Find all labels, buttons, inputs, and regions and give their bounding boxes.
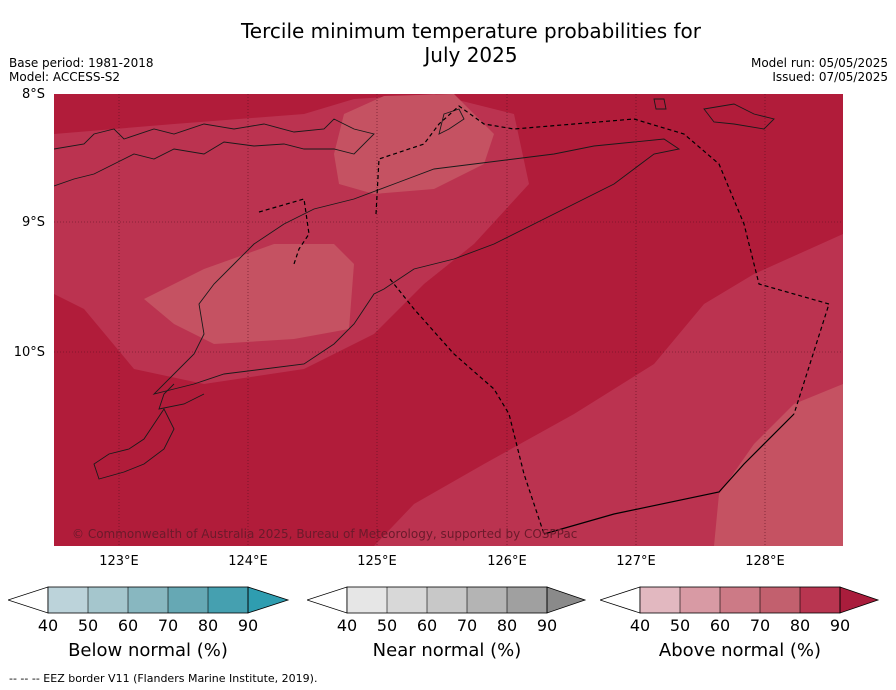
colorbar-below-normal (8, 586, 290, 614)
lon-label-126e: 126°E (487, 554, 527, 569)
cb-above-tick-90: 90 (829, 616, 851, 635)
colorbar-below-high-extend (247, 586, 290, 614)
eez-border (258, 105, 830, 535)
cb-near-tick-40: 40 (336, 616, 358, 635)
cb-near-tick-60: 60 (416, 616, 438, 635)
cb-above-tick-40: 40 (629, 616, 651, 635)
colorbar-above-bin-3 (720, 587, 760, 613)
cb-below-tick-90: 90 (237, 616, 259, 635)
coastlines (54, 98, 775, 480)
above-70-region-west (144, 244, 354, 344)
colorbar-above-low-extend (600, 586, 641, 614)
colorbar-near-bin-2 (387, 587, 427, 613)
colorbar-below-bin-3 (128, 587, 168, 613)
lon-label-128e: 128°E (745, 554, 785, 569)
lat-label-8s: 8°S (21, 87, 45, 102)
cb-below-tick-50: 50 (77, 616, 99, 635)
graticule (54, 94, 843, 546)
cb-near-tick-50: 50 (376, 616, 398, 635)
issued-date: Issued: 07/05/2025 (772, 70, 888, 84)
above-70-region-southeast (714, 384, 843, 546)
model-name: Model: ACCESS-S2 (9, 70, 121, 84)
lon-label-123e: 123°E (99, 554, 139, 569)
colorbar-below-low-extend (8, 586, 49, 614)
base-period: Base period: 1981-2018 (9, 56, 154, 70)
lon-label-127e: 127°E (616, 554, 656, 569)
eez-footnote: -- -- -- EEZ border V11 (Flanders Marine… (9, 672, 318, 685)
colorbar-above-normal (600, 586, 880, 614)
cb-below-tick-70: 70 (157, 616, 179, 635)
colorbar-above-bin-4 (760, 587, 800, 613)
cb-below-tick-40: 40 (37, 616, 59, 635)
colorbar-near-bin-3 (427, 587, 467, 613)
colorbar-below-bin-2 (88, 587, 128, 613)
colorbar-above-bin-2 (680, 587, 720, 613)
title-line-1: Tercile minimum temperature probabilitie… (240, 19, 702, 43)
colorbar-near-low-extend (307, 586, 348, 614)
cb-above-tick-60: 60 (709, 616, 731, 635)
lon-label-125e: 125°E (357, 554, 397, 569)
colorbar-near-bin-1 (347, 587, 387, 613)
colorbar-near-high-extend (546, 586, 587, 614)
colorbar-below-bin-5 (208, 587, 248, 613)
cb-near-tick-70: 70 (456, 616, 478, 635)
meta-left: Base period: 1981-2018 Model: ACCESS-S2 (9, 56, 154, 84)
map-title: Tercile minimum temperature probabilitie… (0, 19, 896, 67)
map-panel: © Commonwealth of Australia 2025, Bureau… (54, 94, 843, 546)
cb-below-label: Below normal (%) (68, 640, 228, 661)
cb-above-tick-50: 50 (669, 616, 691, 635)
above-80-region-southeast (374, 234, 843, 546)
meta-right: Model run: 05/05/2025 Issued: 07/05/2025 (751, 56, 888, 84)
cb-near-tick-80: 80 (496, 616, 518, 635)
cb-below-tick-80: 80 (197, 616, 219, 635)
lat-label-9s: 9°S (21, 215, 45, 230)
title-line-2: July 2025 (424, 43, 518, 67)
lon-label-124e: 124°E (228, 554, 268, 569)
above-70-region-north (334, 94, 494, 194)
colorbar-below-bin-4 (168, 587, 208, 613)
colorbar-near-normal (307, 586, 587, 614)
colorbar-near-bin-4 (467, 587, 507, 613)
colorbar-above-bin-5 (800, 587, 840, 613)
colorbar-above-bin-1 (640, 587, 680, 613)
cb-above-label: Above normal (%) (658, 640, 822, 661)
eez-solid-segment (543, 413, 795, 535)
colorbar-below-bin-1 (48, 587, 88, 613)
colorbar-above-high-extend (839, 586, 880, 614)
cb-near-tick-90: 90 (536, 616, 558, 635)
cb-above-tick-80: 80 (789, 616, 811, 635)
copyright-text: © Commonwealth of Australia 2025, Bureau… (72, 527, 577, 541)
cb-above-tick-70: 70 (749, 616, 771, 635)
cb-near-label: Near normal (%) (372, 640, 522, 661)
model-run: Model run: 05/05/2025 (750, 56, 888, 70)
lat-label-10s: 10°S (13, 345, 45, 360)
cb-below-tick-60: 60 (117, 616, 139, 635)
colorbar-near-bin-5 (507, 587, 547, 613)
